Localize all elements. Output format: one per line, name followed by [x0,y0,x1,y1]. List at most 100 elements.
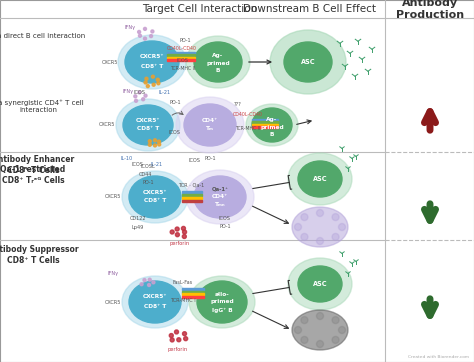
Circle shape [148,140,151,143]
Ellipse shape [288,258,352,310]
Circle shape [148,143,151,146]
Bar [182,293,204,295]
Text: FasL-Fas: FasL-Fas [173,279,193,285]
Ellipse shape [284,42,332,82]
Bar [167,56,195,58]
Text: perforin: perforin [168,346,188,352]
Text: CXCR5⁺: CXCR5⁺ [143,295,167,299]
Text: CD40L-CD40: CD40L-CD40 [233,113,263,118]
Circle shape [144,28,146,30]
Text: CD4⁺: CD4⁺ [212,194,228,199]
Text: IFNγ: IFNγ [108,272,118,277]
Text: primed: primed [260,125,284,130]
Ellipse shape [292,310,348,350]
Circle shape [158,143,161,146]
Ellipse shape [176,97,244,153]
Text: Created with Biorender.com: Created with Biorender.com [408,355,469,359]
Circle shape [138,91,141,94]
Text: perforin: perforin [170,240,190,245]
Circle shape [294,223,301,231]
Ellipse shape [123,105,173,145]
Text: ASC: ASC [301,59,315,65]
Circle shape [144,81,147,84]
Bar [252,126,278,127]
Bar [167,52,195,54]
Circle shape [317,312,323,320]
Text: Antibody Suppressor
CD8⁺ T Cells: Antibody Suppressor CD8⁺ T Cells [0,245,78,265]
Text: CXCR5: CXCR5 [105,299,121,304]
Text: PD-1: PD-1 [179,38,191,42]
Text: Tₘ: Tₘ [206,126,214,131]
Text: CXCR5: CXCR5 [99,122,115,127]
Circle shape [182,226,185,231]
Text: ICOS: ICOS [132,161,144,167]
Ellipse shape [194,176,246,218]
Circle shape [138,34,141,37]
Text: Target Cell Interaction: Target Cell Interaction [142,4,258,14]
Circle shape [134,95,137,98]
Circle shape [147,283,151,286]
Text: Antibody Enhancer
CD8⁺ T Cells: Antibody Enhancer CD8⁺ T Cells [0,155,74,175]
Circle shape [154,144,156,147]
Ellipse shape [292,207,348,247]
Text: Ag-: Ag- [212,52,224,58]
Bar [182,190,202,193]
Ellipse shape [129,176,181,218]
Ellipse shape [288,153,352,205]
Text: PD-1: PD-1 [142,180,154,185]
Text: ICOS: ICOS [177,58,189,63]
Ellipse shape [270,30,346,94]
Circle shape [143,279,146,282]
Bar [252,121,278,123]
Text: ICOS: ICOS [169,130,181,135]
Ellipse shape [125,41,179,83]
Bar [182,288,204,290]
Ellipse shape [246,104,298,146]
Ellipse shape [252,108,292,142]
Text: B: B [216,67,220,72]
Bar [252,119,278,121]
Text: Qa-1⁺: Qa-1⁺ [211,186,228,191]
Text: CXCR5⁺: CXCR5⁺ [140,55,164,59]
Text: CD44: CD44 [138,173,152,177]
Circle shape [294,327,301,333]
Circle shape [154,139,156,142]
Ellipse shape [122,276,188,328]
Text: PD-1: PD-1 [219,224,231,230]
Text: allo-: allo- [215,291,229,296]
Text: Qa-1 restricted
CD8⁺ Tᵣᵉᴳ Cells: Qa-1 restricted CD8⁺ Tᵣᵉᴳ Cells [0,165,65,185]
Ellipse shape [298,161,342,197]
Circle shape [151,75,155,78]
Text: ICOS: ICOS [134,89,146,94]
Bar [252,123,278,125]
Text: CXCR5: CXCR5 [105,194,121,199]
Bar [182,290,204,292]
Text: TCR-MHC I: TCR-MHC I [170,299,196,303]
Ellipse shape [194,42,242,82]
Text: IgG⁺ B: IgG⁺ B [212,307,232,313]
Text: primed: primed [206,60,230,66]
Bar [167,54,195,56]
Text: CD8⁺ T: CD8⁺ T [144,198,166,203]
Text: CD8⁺ T: CD8⁺ T [141,63,163,68]
Circle shape [317,341,323,348]
Circle shape [170,338,174,342]
Circle shape [332,233,339,240]
Circle shape [338,327,346,333]
Circle shape [301,336,308,344]
Ellipse shape [184,104,236,146]
Circle shape [157,140,161,143]
Circle shape [301,317,308,324]
Circle shape [174,330,179,334]
Ellipse shape [197,281,247,323]
Ellipse shape [118,35,186,89]
Circle shape [142,98,145,101]
Bar [182,295,204,298]
Ellipse shape [189,276,255,328]
Circle shape [145,77,148,80]
Bar [182,197,202,199]
Bar [182,194,202,196]
Text: CXCR5⁺: CXCR5⁺ [143,189,167,194]
Bar [182,199,202,202]
Text: ???: ??? [234,102,242,108]
